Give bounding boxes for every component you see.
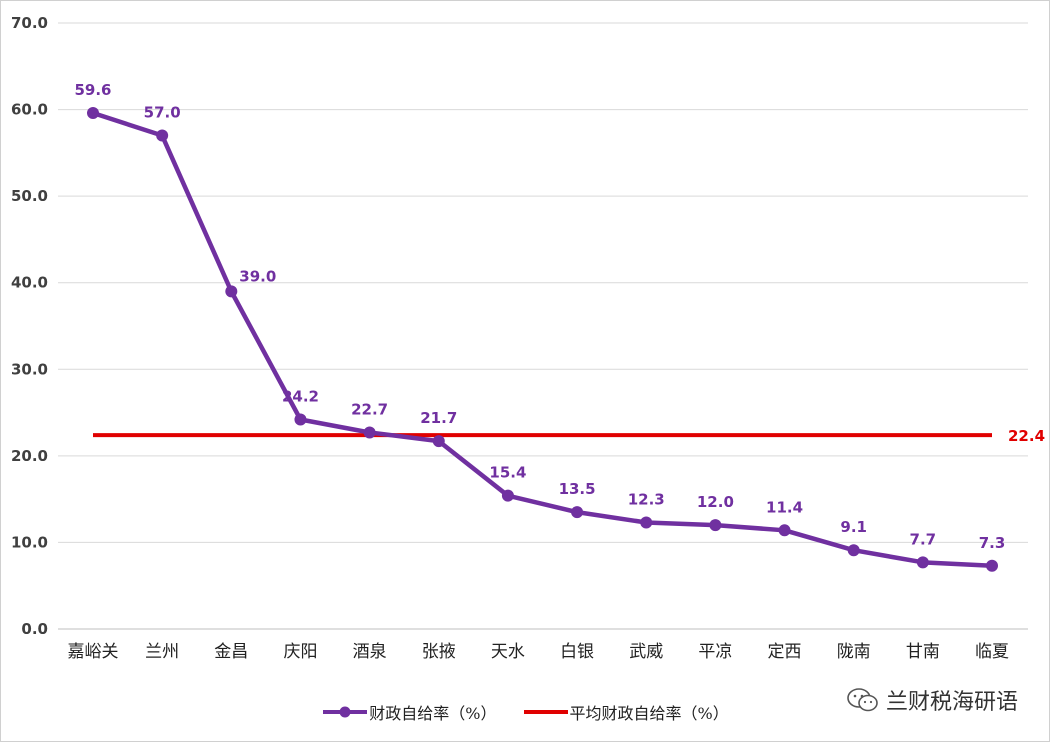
- data-label: 12.3: [628, 491, 665, 509]
- x-category-label: 临夏: [975, 642, 1009, 662]
- main-series-line: [92, 110, 993, 569]
- legend-marker-average: [523, 710, 568, 714]
- data-point: [363, 426, 376, 439]
- legend-label-average: 平均财政自给率（%）: [569, 704, 729, 723]
- y-axis-ticks: 0.0 10.0 20.0 30.0 40.0 50.0 60.0 70.0: [11, 14, 48, 638]
- watermark: 兰财税海研语: [846, 684, 1018, 716]
- data-point: [916, 556, 929, 569]
- data-point: [778, 524, 791, 537]
- x-category-label: 白银: [560, 642, 594, 662]
- data-point: [432, 435, 445, 448]
- y-tick-label: 70.0: [11, 14, 48, 32]
- data-label: 15.4: [489, 464, 526, 482]
- watermark-text: 兰财税海研语: [885, 690, 1018, 715]
- main-series: [87, 107, 998, 572]
- legend-label-main: 财政自给率（%）: [369, 704, 497, 723]
- legend-item-average: 平均财政自给率（%）: [522, 700, 729, 724]
- y-tick-label: 60.0: [11, 101, 48, 119]
- data-label: 7.3: [979, 534, 1006, 552]
- data-point: [225, 285, 238, 298]
- x-category-label: 甘南: [906, 642, 940, 662]
- data-label: 12.0: [697, 493, 734, 511]
- x-category-label: 武威: [629, 642, 663, 662]
- x-axis-categories: 嘉峪关 兰州 金昌 庆阳 酒泉 张掖 天水 白银 武威 平凉 定西 陇南 甘南 临夏: [68, 642, 1010, 662]
- data-label: 21.7: [420, 409, 457, 427]
- x-category-label: 平凉: [698, 642, 732, 662]
- data-point: [571, 506, 584, 519]
- gridlines: [58, 22, 1028, 630]
- data-point: [640, 516, 653, 529]
- average-value-label: 22.4: [1008, 427, 1045, 445]
- x-category-label: 陇南: [837, 642, 871, 662]
- data-point: [847, 544, 860, 557]
- x-category-label: 天水: [491, 642, 525, 662]
- x-category-label: 张掖: [422, 642, 456, 662]
- data-label: 39.0: [239, 267, 276, 285]
- data-label: 9.1: [840, 518, 867, 536]
- data-point: [294, 413, 307, 426]
- x-category-label: 金昌: [214, 642, 248, 662]
- data-point: [986, 559, 998, 572]
- x-category-label: 定西: [768, 642, 802, 662]
- data-point: [501, 489, 514, 502]
- average-series: 22.4: [93, 427, 1045, 445]
- legend: 财政自给率（%） 平均财政自给率（%）: [0, 700, 1050, 724]
- x-category-label: 庆阳: [283, 642, 317, 662]
- y-tick-label: 20.0: [11, 447, 48, 465]
- x-category-label: 酒泉: [353, 642, 387, 662]
- data-label: 24.2: [282, 387, 319, 405]
- y-tick-label: 0.0: [21, 620, 48, 638]
- data-label: 13.5: [559, 480, 596, 498]
- data-label: 7.7: [910, 530, 937, 548]
- data-point: [87, 107, 99, 120]
- data-point: [156, 129, 169, 142]
- y-tick-label: 10.0: [11, 533, 48, 551]
- data-point: [709, 519, 722, 532]
- data-label: 59.6: [74, 81, 111, 99]
- y-tick-label: 30.0: [11, 360, 48, 378]
- data-labels: 59.6 57.0 39.0 24.2 22.7 21.7 15.4 13.5 12.3 12.0…: [74, 81, 1005, 552]
- y-tick-label: 40.0: [11, 274, 48, 292]
- x-category-label: 兰州: [145, 642, 179, 662]
- data-label: 57.0: [144, 104, 181, 122]
- data-label: 11.4: [766, 498, 803, 516]
- data-label: 22.7: [351, 400, 388, 418]
- legend-item-main: 财政自给率（%）: [321, 700, 496, 724]
- wechat-icon: [847, 688, 878, 712]
- x-category-label: 嘉峪关: [68, 642, 119, 662]
- legend-marker-main: [323, 706, 368, 718]
- y-tick-label: 50.0: [11, 187, 48, 205]
